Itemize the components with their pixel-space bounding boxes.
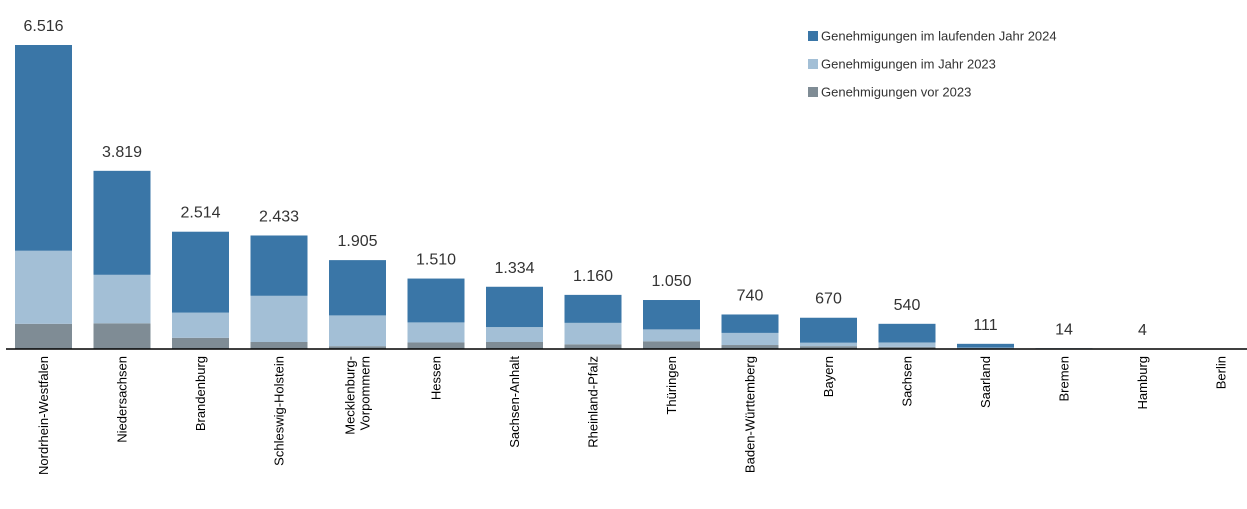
bar-segment — [408, 342, 465, 349]
category-label-text: Niedersachsen — [115, 356, 130, 443]
category-label: Sachsen — [900, 356, 915, 407]
category-label: Niedersachsen — [115, 356, 130, 443]
bar-segment — [722, 314, 779, 332]
bar-segment — [722, 333, 779, 345]
total-value-label: 2.433 — [259, 208, 299, 225]
category-label: Bayern — [821, 356, 836, 397]
bar-segment — [15, 324, 72, 349]
bar-segment — [329, 315, 386, 346]
bar-segment — [486, 327, 543, 342]
bar-segment — [94, 171, 151, 275]
legend-swatch — [808, 87, 818, 97]
total-value-label: 4 — [1138, 322, 1147, 339]
category-label-text: Hamburg — [1135, 356, 1150, 409]
category-label: Thüringen — [664, 356, 679, 415]
category-label: Mecklenburg-Vorpommern — [343, 356, 373, 435]
legend: Genehmigungen im laufenden Jahr 2024 Gene… — [808, 29, 1057, 100]
category-label-text: Hessen — [429, 356, 444, 400]
category-label-text: Brandenburg — [193, 356, 208, 431]
category-label: Hessen — [429, 356, 444, 400]
category-label: Hamburg — [1135, 356, 1150, 409]
bar-segment — [800, 318, 857, 343]
bar-segment — [251, 296, 308, 342]
bar-segment — [251, 342, 308, 349]
category-label: Baden-Württemberg — [743, 356, 758, 473]
total-value-label: 1.050 — [651, 273, 691, 290]
bar-segment — [172, 313, 229, 338]
category-label-text: Mecklenburg- — [343, 356, 358, 435]
bar-segment — [565, 323, 622, 344]
total-value-label: 540 — [894, 297, 921, 314]
category-label: Brandenburg — [193, 356, 208, 431]
bar-segment — [408, 279, 465, 323]
category-label-text: Rheinland-Pfalz — [586, 356, 601, 448]
category-label-text: Sachsen-Anhalt — [507, 356, 522, 448]
total-value-label: 6.516 — [23, 18, 63, 35]
category-label-text: Berlin — [1214, 356, 1229, 389]
category-label-text: Bremen — [1057, 356, 1072, 402]
category-label: Bremen — [1057, 356, 1072, 402]
category-label: Nordrhein-Westfalen — [36, 356, 51, 475]
category-label-text: Baden-Württemberg — [743, 356, 758, 473]
category-label-text: Thüringen — [664, 356, 679, 415]
category-labels-layer: Nordrhein-Westfalen Niedersachsen Brandenb… — [36, 356, 1229, 475]
total-value-label: 3.819 — [102, 144, 142, 161]
legend-label: Genehmigungen vor 2023 — [821, 85, 971, 100]
bar-segment — [643, 341, 700, 349]
bars-layer — [15, 45, 1171, 349]
legend-swatch — [808, 59, 818, 69]
category-label-text: Sachsen — [900, 356, 915, 407]
legend-label: Genehmigungen im Jahr 2023 — [821, 57, 996, 72]
total-value-label: 1.334 — [494, 260, 534, 277]
category-label: Saarland — [978, 356, 993, 408]
legend-item: Genehmigungen vor 2023 — [808, 85, 971, 100]
legend-item: Genehmigungen im laufenden Jahr 2024 — [808, 29, 1057, 44]
bar-segment — [15, 45, 72, 251]
total-value-label: 670 — [815, 291, 842, 308]
bar-segment — [643, 329, 700, 341]
bar-segment — [879, 342, 936, 346]
category-label: Schleswig-Holstein — [272, 356, 287, 466]
bar-segment — [486, 342, 543, 349]
bar-segment — [329, 260, 386, 315]
bar-segment — [172, 338, 229, 349]
category-label-text: Nordrhein-Westfalen — [36, 356, 51, 475]
category-label-text: Schleswig-Holstein — [272, 356, 287, 466]
total-value-label: 1.160 — [573, 268, 613, 285]
bar-segment — [94, 275, 151, 324]
legend-label: Genehmigungen im laufenden Jahr 2024 — [821, 29, 1057, 44]
category-label-text: Vorpommern — [358, 356, 373, 430]
bar-segment — [957, 344, 1014, 348]
bar-segment — [172, 232, 229, 313]
bar-segment — [486, 287, 543, 327]
category-label-text: Saarland — [978, 356, 993, 408]
bar-segment — [94, 323, 151, 349]
category-label-text: Bayern — [821, 356, 836, 397]
legend-swatch — [808, 31, 818, 41]
total-value-label: 740 — [737, 287, 764, 304]
total-value-label: 2.514 — [180, 205, 220, 222]
bar-segment — [408, 322, 465, 342]
category-label: Rheinland-Pfalz — [586, 356, 601, 448]
total-value-label: 111 — [973, 317, 997, 334]
total-value-label: 1.905 — [337, 233, 377, 250]
bar-segment — [565, 295, 622, 323]
category-label: Sachsen-Anhalt — [507, 356, 522, 448]
bar-segment — [879, 324, 936, 343]
total-value-label: 14 — [1055, 321, 1073, 338]
bar-segment — [251, 235, 308, 295]
total-value-label: 1.510 — [416, 252, 456, 269]
bar-segment — [800, 343, 857, 347]
category-label: Berlin — [1214, 356, 1229, 389]
legend-item: Genehmigungen im Jahr 2023 — [808, 57, 996, 72]
bar-segment — [643, 300, 700, 329]
bar-segment — [15, 251, 72, 324]
